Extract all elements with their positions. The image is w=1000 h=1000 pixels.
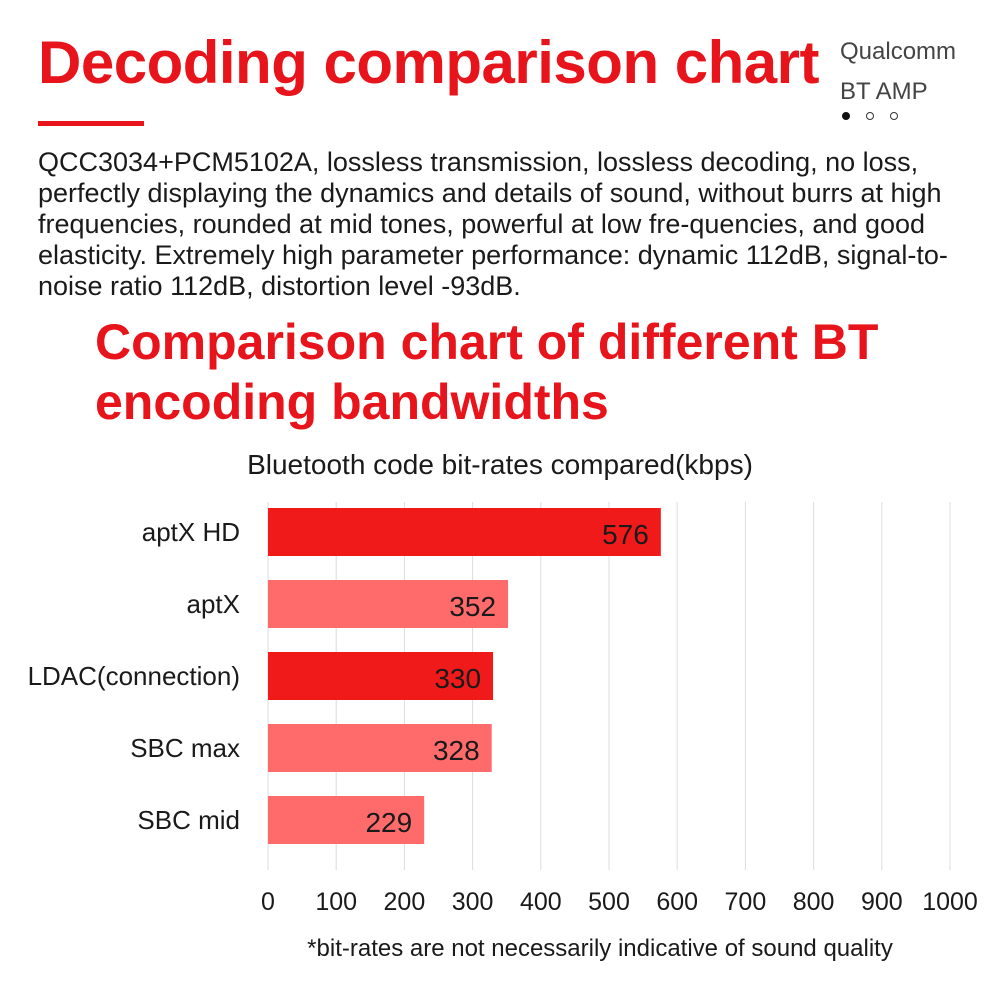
x-tick-label: 1000	[922, 888, 978, 916]
x-tick-label: 400	[520, 888, 562, 916]
x-tick-label: 600	[656, 888, 698, 916]
x-tick-label: 500	[588, 888, 630, 916]
carousel-dot[interactable]	[866, 112, 874, 120]
category-label: LDAC(connection)	[28, 661, 240, 691]
category-label: SBC max	[130, 733, 240, 763]
chart-title: Bluetooth code bit-rates compared(kbps)	[247, 449, 753, 480]
category-label: aptX HD	[142, 517, 240, 547]
x-tick-label: 300	[452, 888, 494, 916]
bar	[268, 796, 425, 844]
product-description: QCC3034+PCM5102A, lossless transmission,…	[38, 147, 948, 301]
section-title: Comparison chart of different BT encodin…	[95, 314, 879, 430]
data-label: 330	[434, 663, 481, 694]
bitrate-bar-chart: Bluetooth code bit-rates compared(kbps) 0…	[28, 449, 978, 962]
data-label: 229	[365, 807, 412, 838]
data-label: 328	[433, 735, 480, 766]
carousel-dot-active[interactable]	[842, 112, 850, 120]
brand-line-1: Qualcomm	[840, 38, 957, 65]
x-tick-label: 200	[384, 888, 426, 916]
x-tick-label: 0	[261, 888, 275, 916]
brand-label: Qualcomm BT AMP	[840, 32, 956, 112]
x-tick-label: 900	[861, 888, 903, 916]
carousel-indicator	[842, 112, 898, 120]
carousel-dot[interactable]	[890, 112, 898, 120]
category-label: aptX	[187, 589, 241, 619]
bar	[268, 508, 661, 556]
bar	[268, 652, 494, 700]
chart-footnote: *bit-rates are not necessarily indicativ…	[307, 935, 893, 962]
x-tick-label: 700	[725, 888, 767, 916]
page-title: Decoding comparison chart	[38, 29, 819, 96]
category-label: SBC mid	[137, 805, 240, 835]
data-label: 352	[449, 591, 496, 622]
data-label: 576	[602, 519, 649, 550]
x-tick-label: 800	[793, 888, 835, 916]
x-tick-label: 100	[315, 888, 357, 916]
brand-line-2: BT AMP	[840, 78, 928, 105]
bar	[268, 724, 492, 772]
title-underline	[38, 121, 144, 126]
bar	[268, 580, 509, 628]
